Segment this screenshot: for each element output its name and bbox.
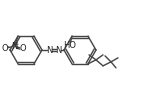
- Text: O: O: [20, 44, 26, 53]
- Text: N: N: [11, 42, 17, 51]
- Text: +: +: [13, 42, 18, 47]
- Text: -: -: [6, 43, 9, 49]
- Text: O: O: [2, 44, 8, 53]
- Text: N: N: [46, 46, 52, 55]
- Text: HO: HO: [64, 41, 76, 50]
- Text: N: N: [55, 46, 61, 55]
